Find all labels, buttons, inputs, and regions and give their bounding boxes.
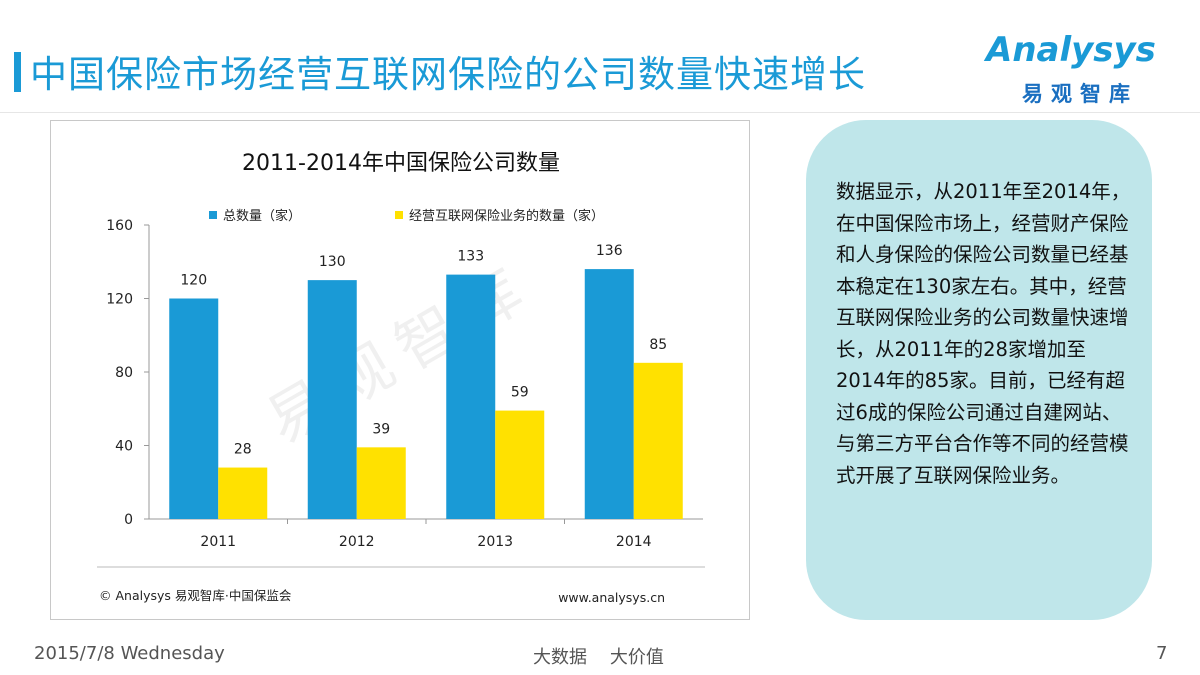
data-label: 136 xyxy=(596,243,623,259)
data-label: 130 xyxy=(319,254,346,270)
y-tick-label: 160 xyxy=(106,218,133,234)
x-tick-label: 2012 xyxy=(339,534,375,550)
bar-internet xyxy=(633,362,683,519)
y-tick-label: 120 xyxy=(106,292,133,308)
page-title: 中国保险市场经营互联网保险的公司数量快速增长 xyxy=(30,53,866,96)
chart-frame: 易观智库 2011-2014年中国保险公司数量 总数量（家） 经营互联网保险业务的数量… xyxy=(50,120,750,620)
data-label: 85 xyxy=(649,337,667,353)
bar-total xyxy=(584,269,634,519)
bar-total xyxy=(307,280,357,519)
footer-date: 2015/7/8 Wednesday xyxy=(34,643,225,664)
y-tick-label: 80 xyxy=(115,365,133,381)
chart-source: © Analysys 易观智库·中国保监会 xyxy=(99,588,292,603)
summary-panel: 数据显示，从2011年至2014年，在中国保险市场上，经营财产保险和人身保险的保… xyxy=(806,120,1152,620)
bar-internet xyxy=(356,447,406,519)
data-label: 39 xyxy=(372,421,390,437)
logo-subtitle: 易观智库 xyxy=(1022,82,1138,106)
legend-swatch xyxy=(209,211,217,219)
bar-internet xyxy=(495,410,545,519)
legend-label: 总数量（家） xyxy=(223,208,301,224)
legend-label: 经营互联网保险业务的数量（家） xyxy=(409,208,604,224)
x-tick-label: 2011 xyxy=(200,534,236,550)
data-label: 59 xyxy=(511,385,529,401)
bar-total xyxy=(446,274,496,519)
legend-swatch xyxy=(395,211,403,219)
chart-website: www.analysys.cn xyxy=(558,590,665,605)
header-divider xyxy=(0,112,1200,113)
bar-total xyxy=(169,298,219,519)
data-label: 28 xyxy=(234,442,252,458)
y-tick-label: 0 xyxy=(124,512,133,528)
analysys-logo: Analysys 易观智库 xyxy=(986,30,1176,110)
data-label: 120 xyxy=(180,273,207,289)
x-tick-label: 2013 xyxy=(477,534,513,550)
page-number: 7 xyxy=(1156,643,1168,664)
logo-text: Analysys xyxy=(986,30,1156,70)
chart-title: 2011-2014年中国保险公司数量 xyxy=(242,151,560,176)
bar-internet xyxy=(218,467,268,519)
title-accent-bar xyxy=(14,52,21,92)
x-tick-label: 2014 xyxy=(616,534,652,550)
y-tick-label: 40 xyxy=(115,439,133,455)
data-label: 133 xyxy=(457,249,484,265)
summary-text: 数据显示，从2011年至2014年，在中国保险市场上，经营财产保险和人身保险的保… xyxy=(836,180,1131,487)
footer-slogan: 大数据 大价值 xyxy=(533,647,664,668)
